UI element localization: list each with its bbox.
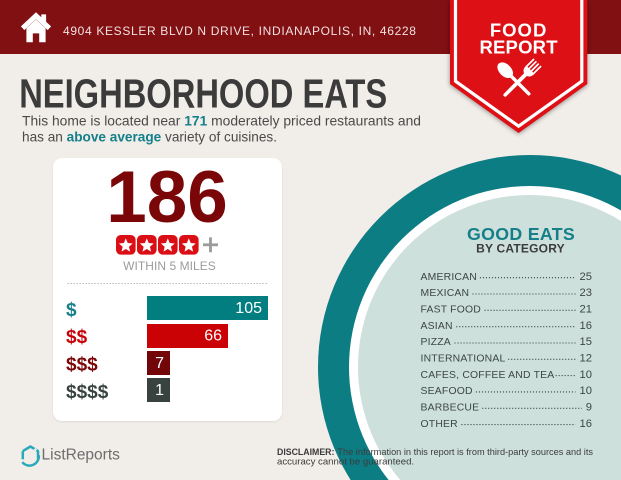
svg-text:OTHER: OTHER (421, 419, 459, 430)
svg-text:16: 16 (580, 320, 592, 332)
svg-text:WITHIN 5 MILES: WITHIN 5 MILES (123, 259, 216, 273)
svg-text:has an: has an (22, 129, 67, 145)
svg-text:PIZZA: PIZZA (421, 337, 451, 348)
svg-text:moderately priced restaurants: moderately priced restaurants and (207, 112, 421, 128)
svg-text:ASIAN: ASIAN (421, 321, 453, 332)
svg-text:ListReports: ListReports (42, 446, 121, 463)
svg-text:SEAFOOD: SEAFOOD (421, 386, 473, 397)
svg-text:16: 16 (580, 418, 592, 430)
svg-text:MEXICAN: MEXICAN (421, 288, 470, 299)
svg-text:AMERICAN: AMERICAN (421, 272, 477, 283)
svg-text:$$$$: $$$$ (66, 382, 109, 403)
svg-text:186: 186 (106, 157, 228, 238)
svg-text:DISCLAIMER:: DISCLAIMER: (277, 447, 334, 458)
svg-text:15: 15 (580, 336, 592, 348)
svg-text:FAST FOOD: FAST FOOD (421, 305, 482, 316)
svg-text:variety of cuisines.: variety of cuisines. (161, 129, 277, 145)
svg-text:10: 10 (580, 369, 592, 381)
svg-text:25: 25 (580, 271, 592, 283)
svg-text:1: 1 (155, 382, 164, 399)
svg-text:NEIGHBORHOOD EATS: NEIGHBORHOOD EATS (19, 71, 387, 117)
svg-text:12: 12 (580, 353, 592, 365)
svg-text:4904 KESSLER BLVD N DRIVE, IND: 4904 KESSLER BLVD N DRIVE, INDIANAPOLIS,… (63, 24, 417, 38)
svg-text:10: 10 (580, 385, 592, 397)
svg-text:$$$: $$$ (66, 355, 98, 376)
svg-text:above average: above average (67, 129, 162, 145)
svg-text:INTERNATIONAL: INTERNATIONAL (421, 354, 506, 365)
svg-text:66: 66 (204, 327, 222, 344)
svg-text:105: 105 (235, 300, 262, 317)
svg-text:9: 9 (586, 402, 592, 414)
svg-text:$$: $$ (66, 327, 88, 348)
svg-text:BY CATEGORY: BY CATEGORY (476, 241, 565, 255)
svg-text:This home is located near: This home is located near (22, 112, 184, 128)
svg-text:REPORT: REPORT (479, 36, 558, 57)
svg-text:accuracy cannot be guaranteed.: accuracy cannot be guaranteed. (277, 457, 414, 468)
svg-text:CAFES, COFFEE AND TEA: CAFES, COFFEE AND TEA (421, 370, 555, 381)
svg-text:The information in this report: The information in this report is from t… (337, 447, 593, 458)
svg-text:FOOD: FOOD (490, 20, 547, 41)
svg-text:23: 23 (580, 287, 592, 299)
svg-text:GOOD EATS: GOOD EATS (467, 224, 575, 244)
svg-text:171: 171 (184, 112, 207, 128)
svg-text:$: $ (66, 300, 77, 321)
svg-text:7: 7 (155, 355, 164, 372)
svg-text:21: 21 (580, 304, 592, 316)
svg-text:BARBECUE: BARBECUE (421, 403, 480, 414)
